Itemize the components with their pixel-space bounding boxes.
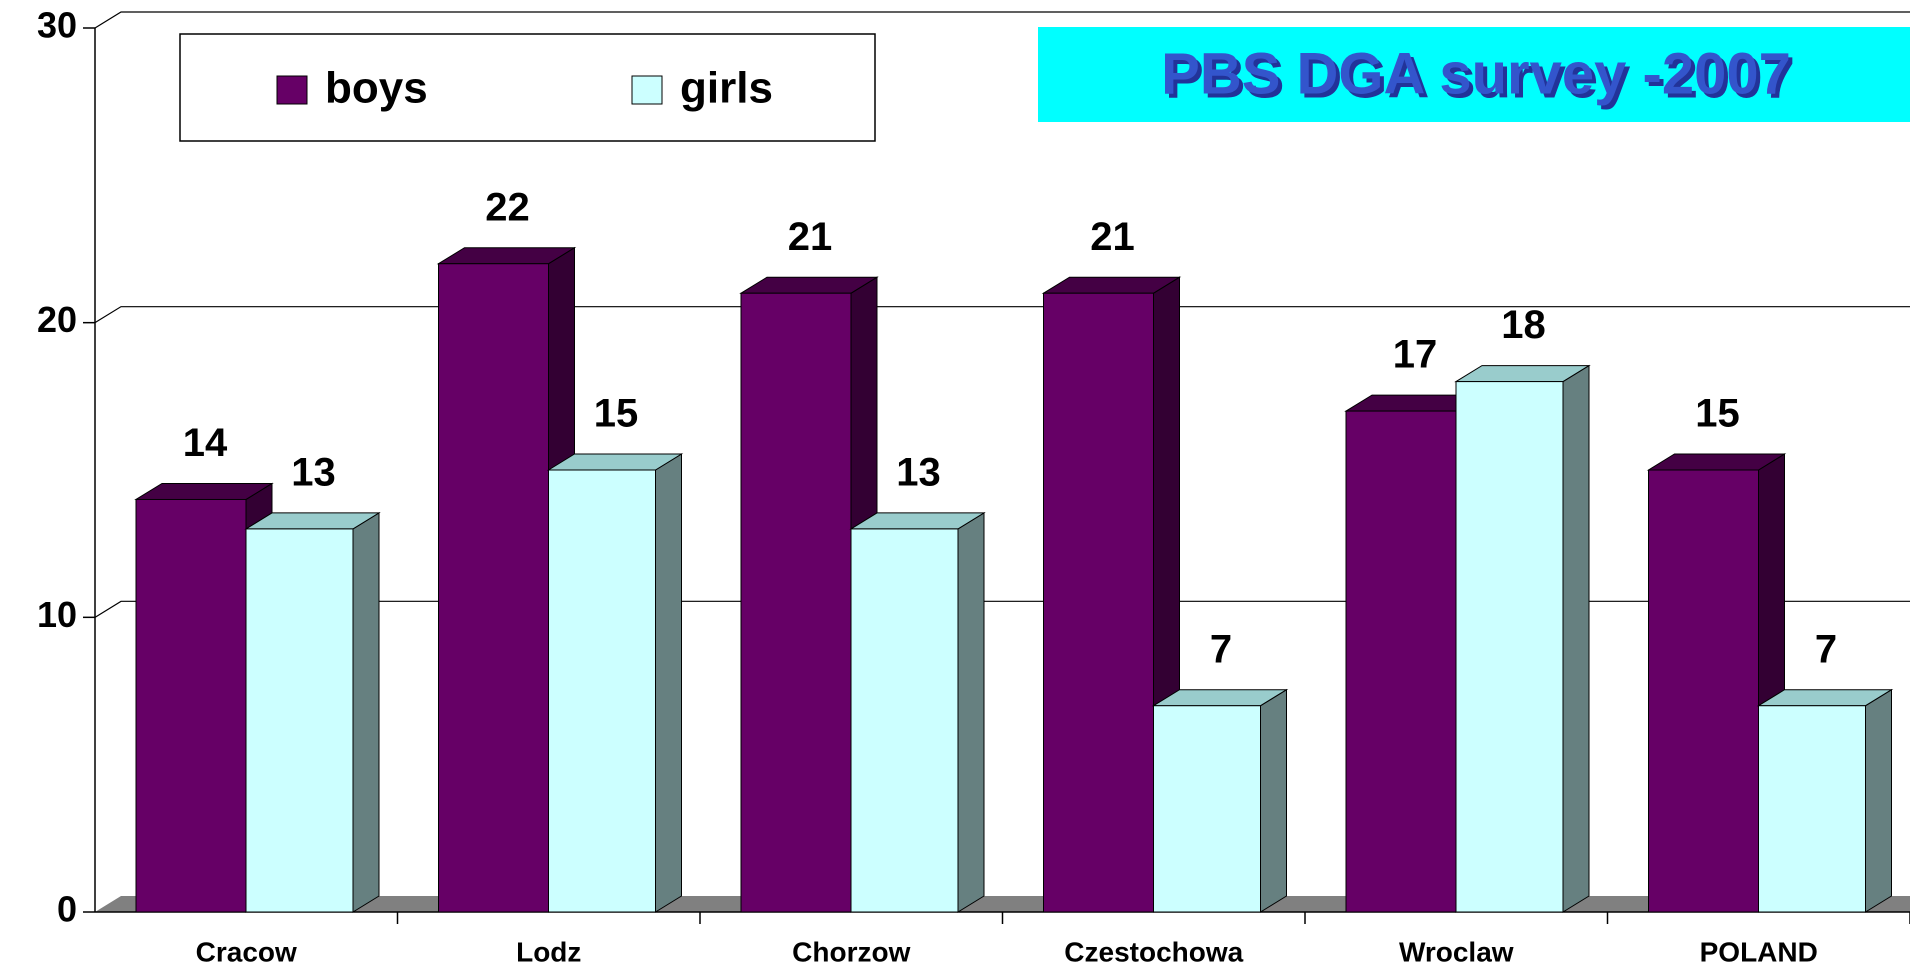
bar-front bbox=[1455, 381, 1564, 913]
data-label: 21 bbox=[1090, 215, 1135, 259]
data-label: 15 bbox=[594, 392, 639, 436]
bar-front bbox=[245, 528, 354, 913]
data-label: 22 bbox=[485, 185, 530, 229]
data-label: 13 bbox=[291, 450, 336, 494]
bar bbox=[546, 453, 684, 913]
legend-label: boys bbox=[325, 64, 428, 113]
bar-side bbox=[1865, 688, 1892, 913]
grid-line bbox=[94, 306, 1910, 324]
data-label: 21 bbox=[788, 215, 833, 259]
bar bbox=[1151, 688, 1289, 913]
chart-title: PBS DGA survey -2007 bbox=[1161, 41, 1791, 106]
bar-front bbox=[850, 528, 959, 913]
x-tick-label: Cracow bbox=[196, 936, 297, 967]
y-tick-label: 0 bbox=[57, 889, 77, 930]
bar-front bbox=[438, 263, 549, 913]
x-tick-label: Czestochowa bbox=[1064, 936, 1243, 967]
bar-front bbox=[1153, 705, 1261, 913]
bar-side bbox=[957, 512, 985, 913]
x-tick-label: Chorzow bbox=[792, 936, 910, 967]
y-tick-label: 20 bbox=[37, 299, 77, 340]
grid-line bbox=[94, 600, 1910, 618]
x-tick-label: POLAND bbox=[1700, 936, 1818, 967]
bar-front bbox=[135, 498, 247, 913]
bar bbox=[1756, 688, 1894, 913]
grid-line bbox=[94, 11, 1910, 29]
bar bbox=[1646, 453, 1787, 913]
title-box bbox=[1038, 27, 1910, 122]
bar-front bbox=[1648, 469, 1759, 913]
bar-side bbox=[655, 453, 682, 913]
bar-front bbox=[1758, 705, 1866, 913]
bar-front bbox=[740, 292, 852, 913]
bar-side bbox=[1562, 364, 1590, 913]
bar-front bbox=[548, 469, 656, 913]
legend-swatch bbox=[631, 75, 663, 105]
bar-side bbox=[352, 512, 380, 913]
legend-label: girls bbox=[680, 64, 773, 113]
y-tick-label: 30 bbox=[37, 5, 77, 46]
bar-side bbox=[1260, 688, 1287, 913]
x-tick-label: Lodz bbox=[516, 936, 581, 967]
data-label: 17 bbox=[1393, 333, 1438, 377]
bar-front bbox=[1345, 410, 1457, 913]
data-label: 7 bbox=[1210, 627, 1232, 671]
x-tick-label: Wroclaw bbox=[1399, 936, 1514, 967]
data-label: 18 bbox=[1501, 303, 1546, 347]
bar bbox=[244, 512, 381, 913]
title-shadow: PBS DGA survey -2007 bbox=[1165, 45, 1795, 110]
data-label: 7 bbox=[1815, 627, 1837, 671]
data-label: 14 bbox=[183, 421, 228, 465]
y-tick-label: 10 bbox=[37, 594, 77, 635]
legend-swatch bbox=[276, 75, 308, 105]
bar bbox=[849, 512, 986, 913]
data-label: 15 bbox=[1695, 392, 1740, 436]
data-label: 13 bbox=[896, 450, 941, 494]
bar bbox=[1454, 364, 1591, 913]
bar-front bbox=[1043, 292, 1154, 913]
